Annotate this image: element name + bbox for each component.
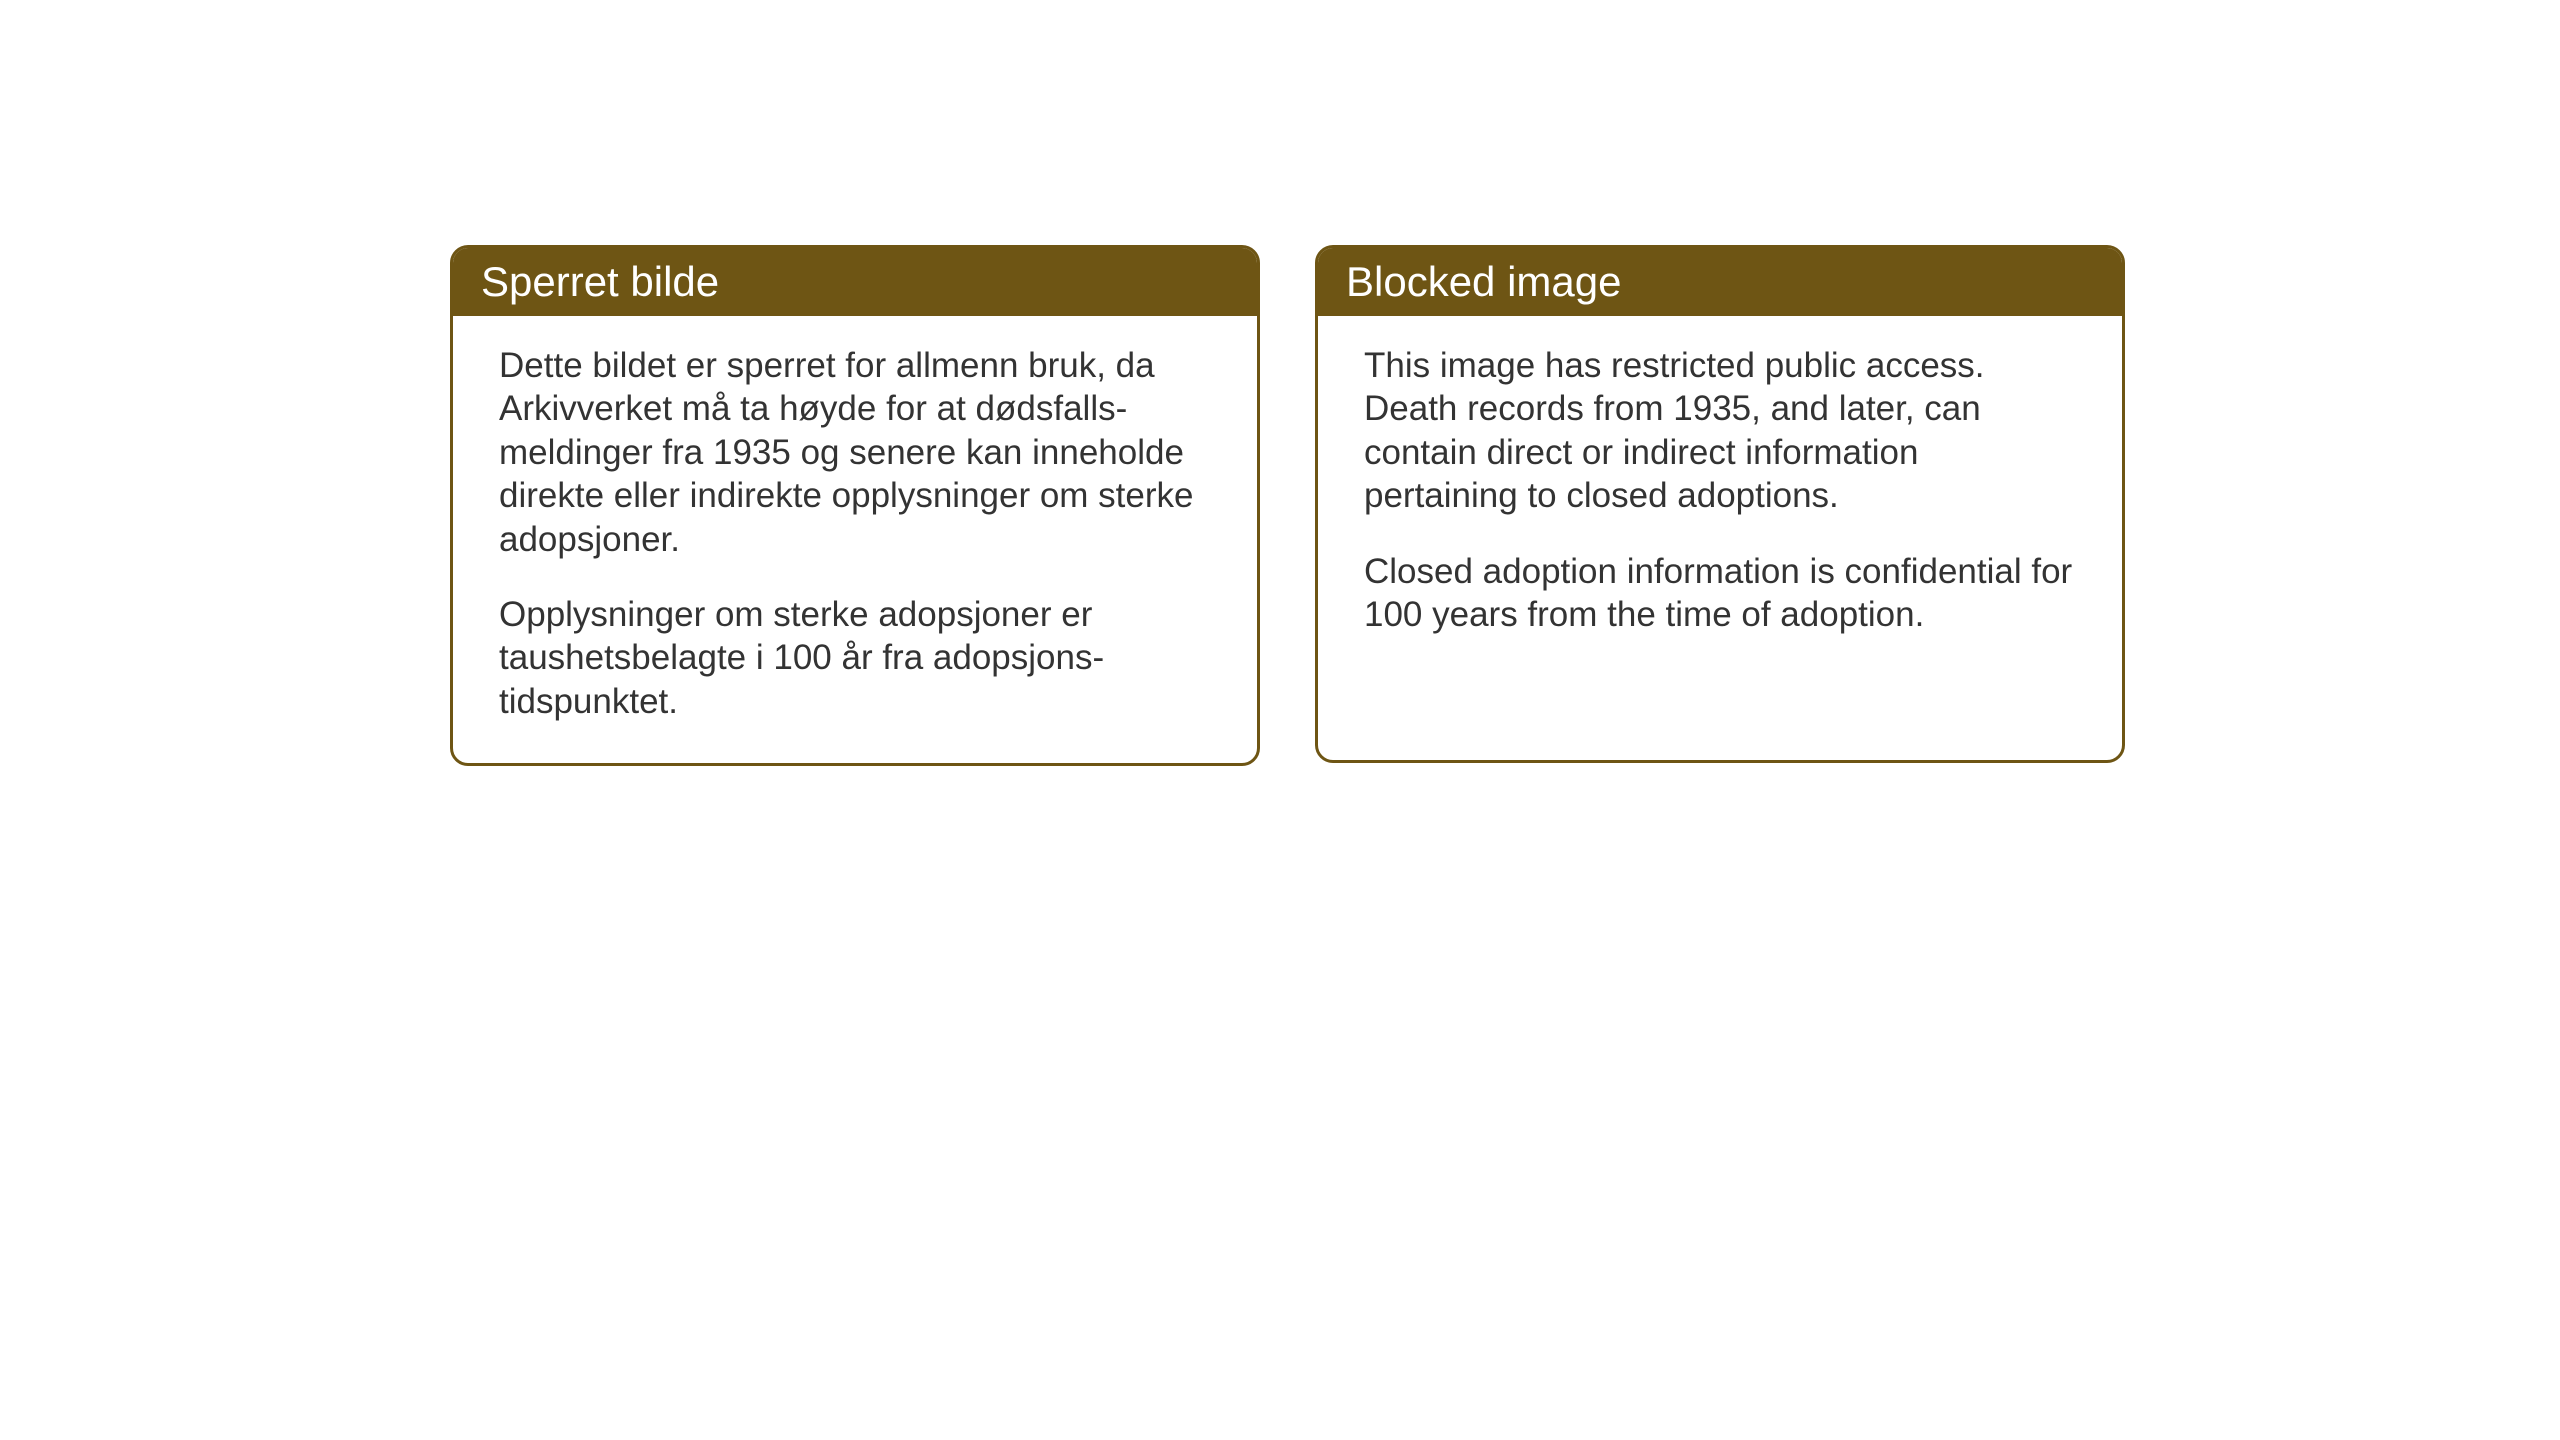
notice-card-norwegian: Sperret bilde Dette bildet er sperret fo… <box>450 245 1260 766</box>
notice-cards-container: Sperret bilde Dette bildet er sperret fo… <box>450 245 2125 766</box>
notice-card-english: Blocked image This image has restricted … <box>1315 245 2125 763</box>
card-header-english: Blocked image <box>1318 248 2122 316</box>
card-title-english: Blocked image <box>1346 258 1621 305</box>
card-body-english: This image has restricted public access.… <box>1318 316 2122 676</box>
card-paragraph-2-norwegian: Opplysninger om sterke adopsjoner er tau… <box>499 593 1211 723</box>
card-paragraph-1-norwegian: Dette bildet er sperret for allmenn bruk… <box>499 344 1211 561</box>
card-paragraph-1-english: This image has restricted public access.… <box>1364 344 2076 518</box>
card-header-norwegian: Sperret bilde <box>453 248 1257 316</box>
card-body-norwegian: Dette bildet er sperret for allmenn bruk… <box>453 316 1257 763</box>
card-paragraph-2-english: Closed adoption information is confident… <box>1364 550 2076 637</box>
card-title-norwegian: Sperret bilde <box>481 258 719 305</box>
